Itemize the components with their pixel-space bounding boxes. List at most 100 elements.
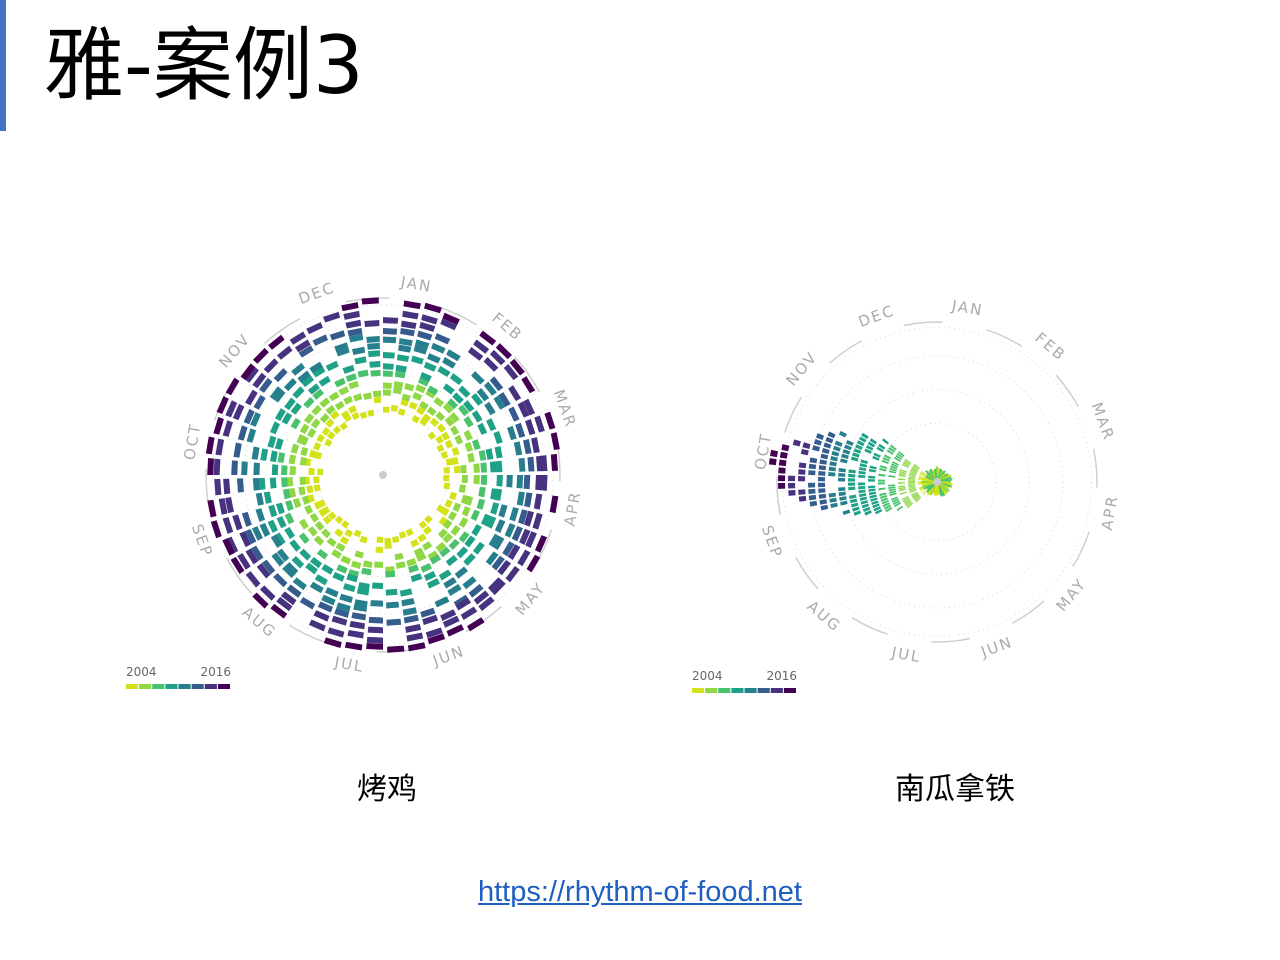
data-cell: [820, 505, 828, 511]
data-cell: [869, 492, 876, 496]
month-label-jul: JUL: [332, 653, 365, 676]
data-cell: [523, 439, 532, 454]
data-cell: [291, 418, 301, 429]
data-cell: [276, 503, 285, 515]
data-cell: [264, 492, 272, 504]
data-cell: [395, 553, 404, 560]
data-cell: [259, 478, 266, 490]
caption-roast-chicken: 烤鸡: [357, 764, 417, 808]
data-cell: [247, 428, 257, 442]
data-cell: [299, 549, 311, 561]
data-cell: [231, 460, 238, 475]
month-label-mar: MAR: [1088, 400, 1118, 443]
data-cell: [223, 420, 233, 437]
data-cell: [809, 495, 817, 500]
data-cell: [368, 350, 380, 357]
data-cell: [335, 516, 344, 525]
data-cell: [473, 475, 479, 484]
data-cell: [798, 476, 805, 481]
data-cell: [423, 526, 432, 535]
data-cell: [383, 317, 398, 324]
data-cell: [524, 475, 531, 489]
legend-swatch: [692, 688, 704, 693]
data-cell: [869, 466, 876, 470]
data-cell: [308, 468, 314, 475]
month-label-apr: APR: [561, 489, 585, 527]
month-label-jan: JAN: [398, 273, 433, 296]
source-link[interactable]: https://rhythm-of-food.net: [478, 876, 802, 908]
data-cell: [498, 504, 507, 517]
data-cell: [361, 568, 371, 576]
data-cell: [333, 426, 342, 435]
data-cell: [463, 416, 473, 427]
data-cell: [818, 483, 825, 487]
data-cell: [868, 485, 875, 488]
data-cell: [533, 513, 543, 530]
data-cell: [404, 383, 414, 391]
legend-swatch: [718, 688, 730, 693]
data-cell: [838, 487, 845, 491]
data-cell: [818, 488, 825, 493]
data-cell: [303, 397, 314, 408]
data-cell: [374, 397, 382, 404]
data-cell: [300, 447, 308, 456]
data-cell: [334, 528, 343, 537]
data-cell: [344, 529, 353, 537]
data-cell: [490, 461, 497, 472]
data-cell: [848, 474, 855, 478]
data-cell: [386, 619, 401, 626]
data-cell: [428, 431, 436, 439]
data-cell: [888, 484, 895, 486]
data-cell: [349, 621, 365, 629]
data-cell: [788, 483, 795, 489]
data-cell: [321, 529, 331, 539]
month-label-jul: JUL: [889, 643, 922, 666]
radial-chart-pumpkin-latte: JANFEBMARAPRMAYJUNJULAUGSEPOCTNOVDEC2004…: [692, 296, 1122, 693]
data-cell: [383, 370, 393, 376]
data-cell: [778, 467, 785, 473]
data-cell: [273, 573, 287, 587]
data-cell: [312, 334, 328, 345]
data-cell: [341, 520, 349, 528]
data-cell: [798, 489, 805, 495]
data-cell: [451, 525, 461, 536]
data-cell: [268, 505, 277, 518]
data-cell: [272, 464, 278, 475]
data-cell: [486, 418, 496, 431]
data-cell: [430, 418, 439, 427]
data-cell: [291, 443, 299, 453]
data-cell: [334, 378, 345, 388]
data-cell: [437, 366, 450, 377]
data-cell: [843, 509, 851, 515]
data-cell: [861, 459, 868, 464]
radial-chart-roast-chicken: JANFEBMARAPRMAYJUNJULAUGSEPOCTNOVDEC2004…: [126, 273, 585, 689]
data-cell: [823, 442, 831, 448]
data-cell: [385, 543, 392, 549]
data-cell: [471, 524, 481, 536]
data-cell: [270, 421, 280, 434]
data-cell: [353, 393, 362, 401]
data-cell: [306, 322, 323, 334]
data-cell: [314, 535, 325, 545]
data-cell: [369, 361, 380, 368]
data-cell: [391, 405, 398, 412]
data-cell: [449, 539, 460, 550]
legend-start: 2004: [692, 669, 723, 683]
data-cell: [343, 365, 355, 374]
data-cell: [403, 300, 420, 309]
data-cell: [842, 449, 850, 455]
month-arc: [986, 330, 1021, 346]
data-cell: [376, 537, 383, 543]
data-cell: [367, 343, 380, 350]
legend-end: 2016: [200, 665, 231, 679]
legend-swatch: [152, 684, 164, 689]
data-cell: [437, 423, 446, 432]
data-cell: [448, 511, 457, 521]
data-cell: [819, 459, 827, 464]
data-cell: [274, 368, 288, 382]
data-cell: [281, 477, 288, 487]
data-cell: [840, 501, 848, 506]
data-cell: [310, 513, 319, 523]
data-cell: [830, 503, 838, 508]
data-cell: [443, 475, 449, 481]
